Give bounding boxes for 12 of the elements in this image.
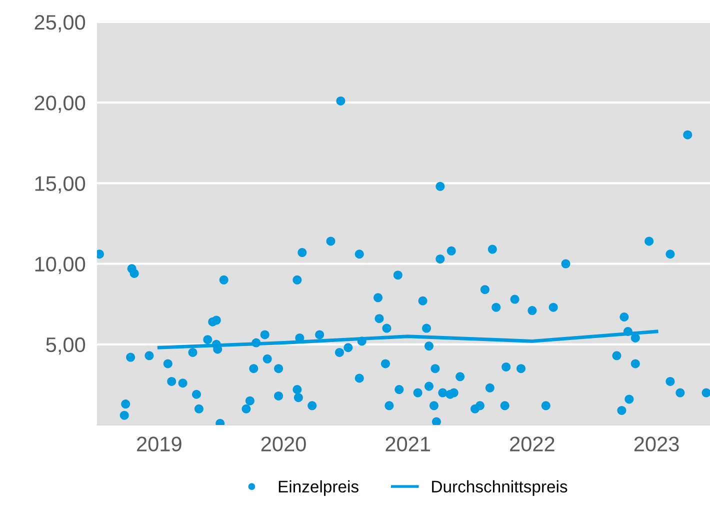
y-tick-label: 15,00 xyxy=(35,176,86,194)
x-tick-label: 2021 xyxy=(386,436,430,452)
x-tick-label: 2022 xyxy=(510,436,554,452)
x-tick-label: 2020 xyxy=(261,436,306,452)
y-tick-label: 20,00 xyxy=(34,96,86,113)
legend-label: Einzelpreis xyxy=(278,480,358,496)
x-tick-label: 2019 xyxy=(137,436,182,452)
y-tick-label: 5,00 xyxy=(46,337,86,355)
x-tick-label: 2023 xyxy=(634,436,679,452)
y-tick-label: 25,00 xyxy=(34,15,86,32)
y-tick-label: 10,00 xyxy=(35,256,86,274)
legend-label: Durchschnittspreis xyxy=(432,480,568,496)
